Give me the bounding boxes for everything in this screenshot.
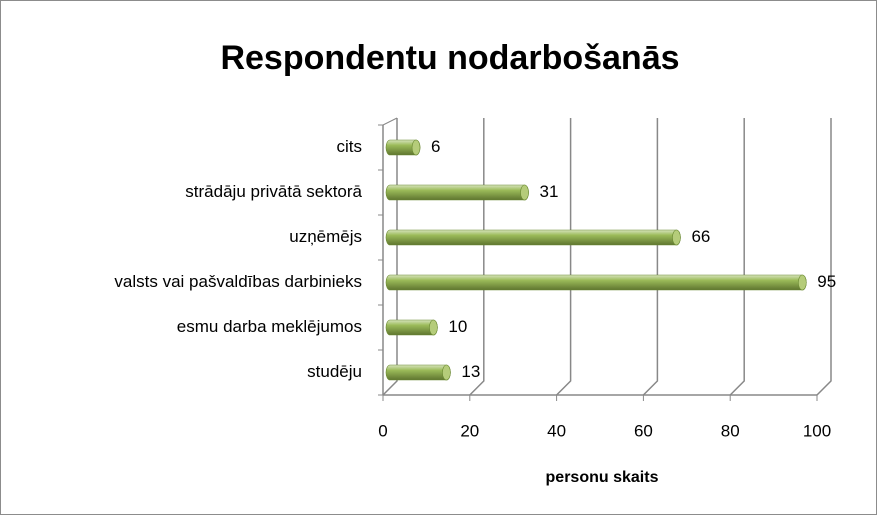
y-tick-label: valsts vai pašvaldības darbinieks [114,272,362,291]
value-label: 95 [817,272,836,291]
x-tick-label: 20 [460,421,479,440]
bar [385,229,681,246]
bar [385,184,529,201]
y-tick-label: studēju [307,362,362,381]
y-axis-back [382,117,398,126]
x-tick-label: 100 [803,421,831,440]
bar-cap [411,139,421,156]
x-tick-label: 40 [547,421,566,440]
x-axis-label: personu skaits [546,469,659,486]
value-label: 10 [448,317,467,336]
bar-cap [442,364,451,381]
x-tick-label: 60 [634,421,653,440]
x-tick-label: 0 [378,421,387,440]
bar-cap [797,274,807,291]
bar [385,364,451,381]
bar-cap [429,319,438,336]
bar [385,274,807,291]
y-tick-label: uzņēmējs [289,227,362,246]
chart-title: Respondentu nodarbošanās [220,39,679,77]
y-tick-label: strādāju privātā sektorā [185,182,362,201]
grid-line [816,118,832,396]
grid-line [382,118,398,396]
grid-line [556,118,572,396]
bar-cap [520,184,529,201]
value-label: 66 [691,227,710,246]
bar-cap [672,229,681,246]
x-tick-label: 80 [721,421,740,440]
grid-line [469,118,485,396]
grid-line [729,118,745,396]
y-tick-label: cits [337,137,363,156]
value-label: 6 [431,137,440,156]
y-tick-label: esmu darba meklējumos [177,317,362,336]
grid-line [642,118,659,396]
value-label: 13 [461,362,480,381]
value-label: 31 [540,182,559,201]
